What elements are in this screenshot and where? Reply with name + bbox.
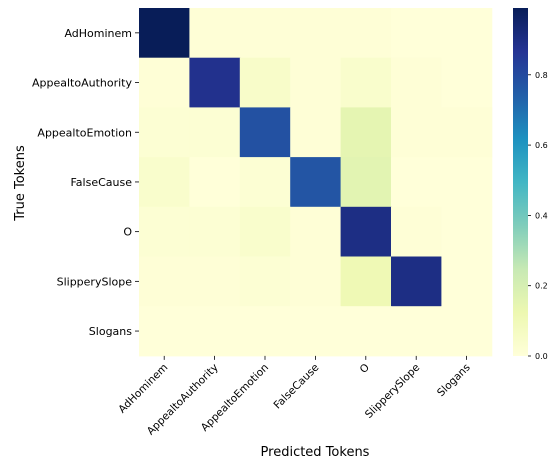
heatmap-cell: [391, 206, 442, 257]
heatmap-cell: [239, 107, 291, 158]
heatmap-cell: [290, 107, 342, 158]
heatmap-cell: [189, 157, 241, 208]
heatmap-cell: [239, 256, 291, 307]
x-tick-label: O: [358, 362, 372, 376]
heatmap-cell: [391, 157, 442, 208]
heatmap-cell: [340, 8, 392, 59]
heatmap-cell: [391, 306, 442, 357]
colorbar: [513, 8, 528, 356]
x-tick-label: AdHominem: [116, 362, 170, 416]
heatmap-cell: [290, 306, 342, 357]
x-axis-title: Predicted Tokens: [261, 445, 370, 459]
heatmap-cell: [189, 8, 241, 59]
x-tick-label: FalseCause: [272, 362, 322, 412]
heatmap-cell: [340, 157, 392, 208]
heatmap-cell: [189, 256, 241, 307]
heatmap-cell: [391, 107, 442, 158]
heatmap-cell: [391, 57, 442, 108]
heatmap-cell: [441, 157, 493, 208]
y-tick-label: SlipperySlope: [57, 275, 133, 288]
heatmap-cell: [189, 206, 241, 257]
y-axis-title: True Tokens: [13, 145, 28, 222]
colorbar-tick-label: 0.6: [535, 141, 548, 150]
heatmap-cell: [239, 206, 291, 257]
heatmap-cell: [239, 157, 291, 208]
heatmap-cell: [441, 57, 493, 108]
heatmap-cell: [189, 306, 241, 357]
heatmap-cell: [441, 256, 493, 307]
y-tick-label: Slogans: [89, 325, 132, 338]
heatmap-cell: [290, 157, 342, 208]
heatmap-cell: [290, 57, 342, 108]
y-tick-label: AppealtoAuthority: [32, 77, 133, 90]
heatmap-cell: [139, 306, 190, 357]
colorbar-tick-label: 0.4: [535, 211, 548, 220]
heatmap-cell: [441, 306, 493, 357]
heatmap-cell: [189, 107, 241, 158]
y-tick-label: AppealtoEmotion: [37, 126, 132, 139]
heatmap-cell: [441, 107, 493, 158]
y-tick-label: O: [123, 226, 132, 239]
heatmap-cell: [139, 157, 190, 208]
heatmap-cell: [239, 57, 291, 108]
heatmap-cell: [139, 107, 190, 158]
heatmap-cell: [239, 306, 291, 357]
y-tick-label: AdHominem: [64, 27, 132, 40]
heatmap-cell: [290, 206, 342, 257]
heatmap-cell: [139, 8, 190, 59]
heatmap-cell: [441, 206, 493, 257]
colorbar-tick-label: 0.2: [535, 282, 548, 291]
heatmap-cell: [441, 8, 493, 59]
colorbar-tick-label: 0.8: [535, 71, 548, 80]
y-axis-ticks: AdHominem AppealtoAuthority AppealtoEmotio…: [32, 27, 139, 338]
heatmap-cell: [340, 306, 392, 357]
heatmap-cell: [290, 256, 342, 307]
heatmap-cell: [340, 57, 392, 108]
y-tick-label: FalseCause: [70, 176, 132, 189]
colorbar-ticks: 0.0 0.2 0.4 0.6 0.8: [528, 71, 548, 361]
heatmap-cell: [340, 107, 392, 158]
heatmap-cell: [391, 8, 442, 59]
heatmap-cell: [139, 206, 190, 257]
x-tick-label: SlipperySlope: [363, 362, 422, 421]
heatmap-cell: [340, 206, 392, 257]
heatmap-cell: [239, 8, 291, 59]
heatmap-cell: [391, 256, 442, 307]
heatmap-cell: [189, 57, 241, 108]
colorbar-tick-label: 0.0: [535, 352, 548, 361]
heatmap-cells: [139, 8, 493, 357]
x-tick-label: Slogans: [435, 362, 473, 400]
x-axis-ticks: AdHominemAppealtoAuthorityAppealtoEmotio…: [116, 355, 473, 438]
heatmap-cell: [290, 8, 342, 59]
heatmap-cell: [139, 256, 190, 307]
heatmap-cell: [340, 256, 392, 307]
heatmap-cell: [139, 57, 190, 108]
